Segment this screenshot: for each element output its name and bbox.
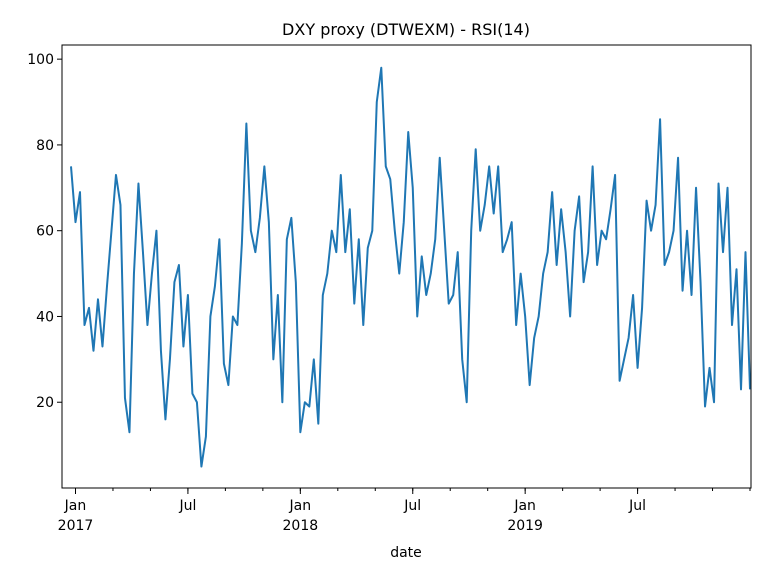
y-tick-label: 60 [36,224,54,240]
y-tick-label: 40 [36,309,54,325]
line [70,66,751,468]
y-tick-label: 80 [36,138,54,154]
x-tick-label: Jan 2019 [507,498,543,534]
x-tick-label: Jan 2018 [282,498,319,534]
x-tick-label: Jan 2017 [57,498,94,534]
plot-frame [61,44,752,489]
chart-title: DXY proxy (DTWEXM) - RSI(14) [282,20,530,39]
y-tick-label: 100 [27,52,54,68]
x-tick-label: Jul [179,498,197,514]
x-tick-label: Jul [629,498,647,514]
y-tick-label: 20 [36,395,54,411]
x-tick-label: Jul [404,498,422,514]
x-axis-label: date [390,545,422,561]
